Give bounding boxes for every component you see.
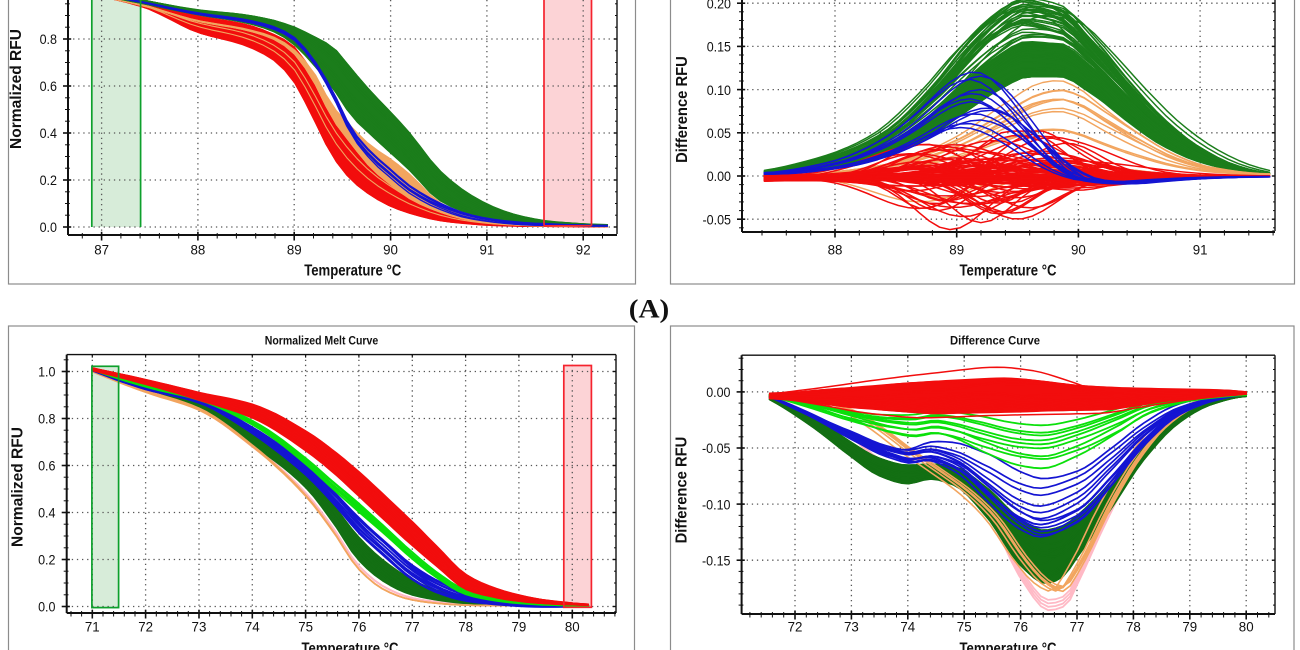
svg-text:0.2: 0.2 [40, 173, 57, 189]
svg-text:Normalized Melt Curve: Normalized Melt Curve [265, 334, 379, 348]
svg-text:Temperature °C: Temperature °C [302, 641, 399, 650]
svg-text:Difference RFU: Difference RFU [674, 56, 691, 163]
svg-text:76: 76 [1013, 620, 1028, 636]
svg-text:77: 77 [405, 620, 420, 636]
svg-text:0.0: 0.0 [38, 600, 55, 616]
svg-text:88: 88 [828, 242, 843, 258]
svg-text:90: 90 [1071, 242, 1086, 258]
svg-text:75: 75 [298, 620, 313, 636]
svg-text:0.00: 0.00 [707, 169, 731, 185]
svg-text:Normalized RFU: Normalized RFU [10, 427, 27, 547]
svg-text:0.4: 0.4 [38, 506, 55, 522]
svg-text:77: 77 [1070, 620, 1085, 636]
svg-text:88: 88 [191, 242, 206, 258]
svg-text:0.0: 0.0 [40, 220, 57, 236]
svg-text:87: 87 [94, 242, 109, 258]
svg-text:0.05: 0.05 [707, 126, 731, 142]
svg-text:92: 92 [576, 242, 591, 258]
svg-text:80: 80 [565, 620, 580, 636]
svg-text:0.2: 0.2 [38, 553, 55, 569]
svg-text:Temperature °C: Temperature °C [960, 262, 1057, 279]
svg-text:73: 73 [844, 620, 859, 636]
svg-text:73: 73 [192, 620, 207, 636]
svg-text:91: 91 [1193, 242, 1208, 258]
svg-text:-0.05: -0.05 [702, 441, 731, 457]
svg-text:0.4: 0.4 [40, 126, 57, 142]
svg-text:Temperature °C: Temperature °C [304, 262, 401, 279]
svg-text:90: 90 [383, 242, 398, 258]
svg-text:0.15: 0.15 [707, 40, 731, 56]
svg-text:0.8: 0.8 [40, 32, 57, 48]
svg-text:89: 89 [287, 242, 302, 258]
svg-text:1.0: 1.0 [38, 365, 55, 381]
svg-text:0.6: 0.6 [40, 79, 57, 95]
svg-text:72: 72 [788, 620, 803, 636]
svg-text:80: 80 [1239, 620, 1254, 636]
svg-text:91: 91 [479, 242, 494, 258]
svg-text:0.20: 0.20 [707, 0, 731, 12]
svg-text:89: 89 [949, 242, 964, 258]
svg-text:79: 79 [1182, 620, 1197, 636]
svg-text:-0.15: -0.15 [702, 553, 731, 569]
svg-text:Temperature °C: Temperature °C [960, 641, 1057, 650]
svg-text:0.10: 0.10 [707, 83, 731, 99]
svg-text:72: 72 [138, 620, 153, 636]
svg-text:Normalized RFU: Normalized RFU [8, 29, 25, 149]
svg-text:79: 79 [512, 620, 527, 636]
svg-text:76: 76 [352, 620, 367, 636]
svg-text:-0.10: -0.10 [702, 497, 731, 513]
svg-text:71: 71 [85, 620, 100, 636]
svg-text:0.8: 0.8 [38, 412, 55, 428]
svg-text:74: 74 [245, 620, 260, 636]
svg-text:0.6: 0.6 [38, 459, 55, 475]
svg-text:0.00: 0.00 [706, 385, 730, 401]
svg-text:Difference RFU: Difference RFU [674, 437, 691, 544]
svg-text:78: 78 [458, 620, 473, 636]
svg-text:78: 78 [1126, 620, 1141, 636]
svg-text:(A): (A) [629, 295, 670, 324]
svg-text:-0.05: -0.05 [703, 212, 732, 228]
svg-text:Difference Curve: Difference Curve [950, 334, 1040, 348]
svg-text:75: 75 [957, 620, 972, 636]
svg-text:74: 74 [900, 620, 915, 636]
